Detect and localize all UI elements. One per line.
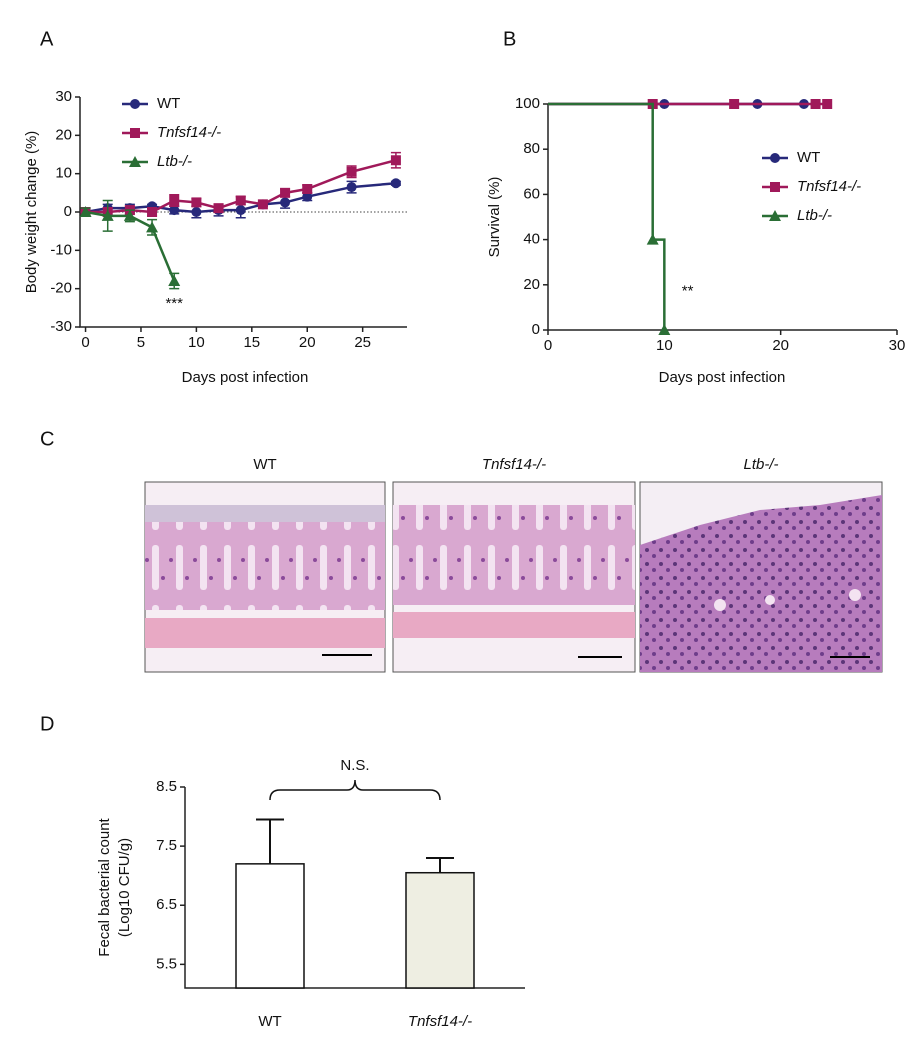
panel-label: C xyxy=(40,428,54,450)
y-tick-label: -10 xyxy=(50,241,72,258)
marker xyxy=(302,184,313,194)
legend-label: Tnfsf14-/- xyxy=(157,124,221,141)
marker xyxy=(346,182,357,193)
y-tick-label: -30 xyxy=(50,318,72,335)
y-tick-label: 100 xyxy=(515,95,540,112)
y-axis-title: Survival (%) xyxy=(486,177,503,258)
x-axis-title: Days post infection xyxy=(659,369,786,386)
error-bar xyxy=(256,818,284,864)
marker xyxy=(191,197,202,208)
y-axis-title: Fecal bacterial count xyxy=(96,817,113,956)
image xyxy=(392,481,636,673)
series-line xyxy=(85,210,176,282)
panel-label: D xyxy=(40,713,54,735)
y-tick-label: 7.5 xyxy=(156,837,177,854)
marker xyxy=(302,191,313,202)
x-tick-label: WT xyxy=(258,1013,281,1030)
x-tick-label: 25 xyxy=(354,334,371,351)
x-tick-label: 10 xyxy=(188,334,205,351)
marker xyxy=(191,207,202,217)
x-tick-label: 20 xyxy=(772,337,789,354)
x-tick-label: 5 xyxy=(137,334,145,351)
marker xyxy=(280,187,291,198)
histology: C WT Tnfsf14-/- Ltb-/- xyxy=(40,428,883,673)
marker xyxy=(130,99,140,109)
x-tick-label: Tnfsf14-/- xyxy=(408,1013,472,1030)
legend-label: Tnfsf14-/- xyxy=(797,178,861,195)
series-line xyxy=(548,102,666,330)
image xyxy=(144,481,386,673)
marker xyxy=(810,99,821,109)
marker xyxy=(235,195,246,206)
y-tick-label: 30 xyxy=(55,88,72,105)
marker xyxy=(770,182,780,192)
y-tick-label: -20 xyxy=(50,280,72,297)
annotation: *** xyxy=(165,295,183,312)
y-tick-label: 80 xyxy=(523,140,540,157)
y-tick-label: 20 xyxy=(55,126,72,143)
brace xyxy=(269,779,441,801)
marker xyxy=(129,156,141,167)
x-tick-label: 15 xyxy=(243,334,260,351)
legend-label: WT xyxy=(797,149,820,166)
marker xyxy=(280,197,291,208)
marker xyxy=(822,99,833,109)
marker xyxy=(390,178,401,189)
error-bar xyxy=(426,856,454,873)
x-axis-title: Days post infection xyxy=(182,369,309,386)
legend-label: Ltb-/- xyxy=(797,207,832,224)
image-title: WT xyxy=(253,456,276,473)
marker xyxy=(770,153,780,163)
marker xyxy=(101,209,114,221)
y-tick-label: 0 xyxy=(64,203,72,220)
marker xyxy=(390,155,401,166)
x-tick-label: 0 xyxy=(544,337,552,354)
bar xyxy=(235,863,305,989)
x-tick-label: 10 xyxy=(656,337,673,354)
bar xyxy=(405,871,475,989)
marker xyxy=(147,207,158,217)
x-tick-label: 30 xyxy=(889,337,906,354)
annotation: N.S. xyxy=(340,757,369,774)
y-axis-title: (Log10 CFU/g) xyxy=(116,838,133,937)
marker xyxy=(169,205,180,216)
x-tick-label: 0 xyxy=(81,334,89,351)
marker xyxy=(123,209,136,221)
y-tick-label: 10 xyxy=(55,165,72,182)
image-title: Tnfsf14-/- xyxy=(482,456,546,473)
marker xyxy=(646,233,659,245)
y-tick-label: 6.5 xyxy=(156,896,177,913)
legend-label: WT xyxy=(157,95,180,112)
axis-line xyxy=(547,104,897,331)
y-tick-label: 40 xyxy=(523,231,540,248)
panel-label: A xyxy=(40,28,54,50)
marker xyxy=(213,203,224,214)
y-tick-label: 60 xyxy=(523,185,540,202)
marker xyxy=(168,275,181,286)
marker xyxy=(346,166,357,177)
y-tick-label: 5.5 xyxy=(156,955,177,972)
legend-label: Ltb-/- xyxy=(157,153,192,170)
marker xyxy=(729,99,740,109)
marker xyxy=(658,324,671,335)
marker xyxy=(79,206,92,217)
image-title: Ltb-/- xyxy=(743,456,778,473)
marker xyxy=(146,221,159,233)
image xyxy=(639,481,883,673)
y-tick-label: 20 xyxy=(523,276,540,293)
y-axis-title: Body weight change (%) xyxy=(23,131,40,294)
marker xyxy=(130,128,140,138)
marker xyxy=(169,195,180,206)
x-tick-label: 20 xyxy=(299,334,316,351)
marker xyxy=(257,199,268,210)
y-tick-label: 8.5 xyxy=(156,778,177,795)
marker xyxy=(769,210,781,221)
marker xyxy=(235,205,246,216)
panel-label: B xyxy=(503,28,516,50)
annotation: ** xyxy=(682,283,694,300)
y-tick-label: 0 xyxy=(532,321,540,338)
